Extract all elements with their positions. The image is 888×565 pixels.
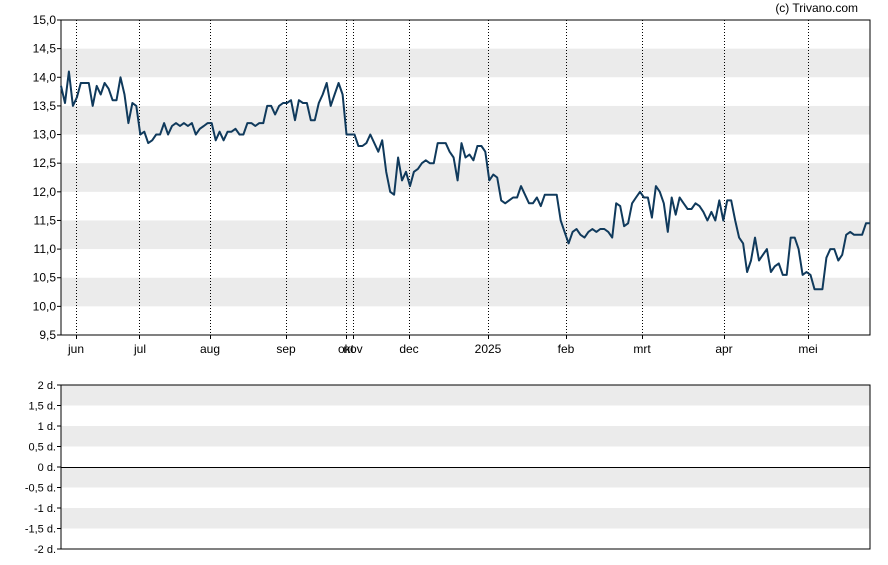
price-bands <box>61 48 870 307</box>
days-y-tick-label: -0,5 d. <box>25 483 56 495</box>
price-y-tick-label: 10,5 <box>33 271 57 285</box>
price-band <box>61 163 870 192</box>
price-y-tick-label: 12,5 <box>33 156 57 170</box>
price-x-tick-label: okt <box>338 342 355 356</box>
price-y-tick-label: 13,0 <box>33 128 57 142</box>
price-y-tick-label: 11,0 <box>34 242 57 256</box>
price-x-tick-label: aug <box>200 342 220 356</box>
price-chart: 15,0 14,5 14,0 13,5 13,0 12,5 12,0 11,5 11,0 10,5… <box>33 13 871 356</box>
days-y-tick-label: 0,5 d. <box>28 442 56 454</box>
price-band <box>61 277 870 307</box>
price-x-tick-label: sep <box>276 342 296 356</box>
days-band <box>61 508 870 529</box>
price-y-tick-label: 12,0 <box>33 185 57 199</box>
price-y-tick-label: 15,0 <box>33 13 57 27</box>
days-bands <box>61 385 870 529</box>
price-x-tick-label: nov <box>343 342 362 356</box>
price-series-line <box>60 70 870 291</box>
price-x-tick-label: apr <box>715 342 732 356</box>
days-band <box>61 385 870 406</box>
price-y-tick-label: 10,0 <box>33 299 57 313</box>
price-plot-frame <box>60 19 871 336</box>
days-y-tick-label: -1 d. <box>34 503 56 515</box>
days-y-tick-label: -1,5 d. <box>25 524 56 536</box>
price-y-ticks: 15,0 14,5 14,0 13,5 13,0 12,5 12,0 11,5 11,0 10,5… <box>33 13 61 342</box>
days-band <box>61 467 870 488</box>
days-y-tick-label: 2 d. <box>38 380 56 392</box>
days-y-tick-label: 0 d. <box>38 462 56 474</box>
price-y-tick-label: 9,5 <box>39 328 56 342</box>
price-x-tick-label: jun <box>67 342 84 356</box>
price-band <box>61 105 870 135</box>
days-band <box>61 426 870 447</box>
price-x-tick-label: mrt <box>633 342 651 356</box>
credit-label: (c) Trivano.com <box>775 1 858 15</box>
price-x-tick-label: dec <box>399 342 418 356</box>
days-y-tick-label: 1,5 d. <box>28 401 56 413</box>
days-y-tick-label: 1 d. <box>38 421 56 433</box>
days-y-ticks: 2 d. 1,5 d. 1 d. 0,5 d. 0 d. -0,5 d. -1 d. -1,5… <box>25 380 61 556</box>
price-x-tick-label: mei <box>798 342 817 356</box>
days-y-tick-label: -2 d. <box>34 544 56 556</box>
price-y-tick-label: 11,5 <box>34 213 57 227</box>
days-chart: 2 d. 1,5 d. 1 d. 0,5 d. 0 d. -0,5 d. -1 d. -1,5… <box>25 380 871 556</box>
price-x-tick-label: 2025 <box>475 342 502 356</box>
price-y-tick-label: 14,0 <box>33 70 57 84</box>
price-y-tick-label: 13,5 <box>33 99 57 113</box>
price-x-tick-label: feb <box>558 342 575 356</box>
price-band <box>61 220 870 250</box>
price-y-tick-label: 14,5 <box>33 42 57 56</box>
price-band <box>61 48 870 78</box>
price-x-tick-label: jul <box>133 342 146 356</box>
